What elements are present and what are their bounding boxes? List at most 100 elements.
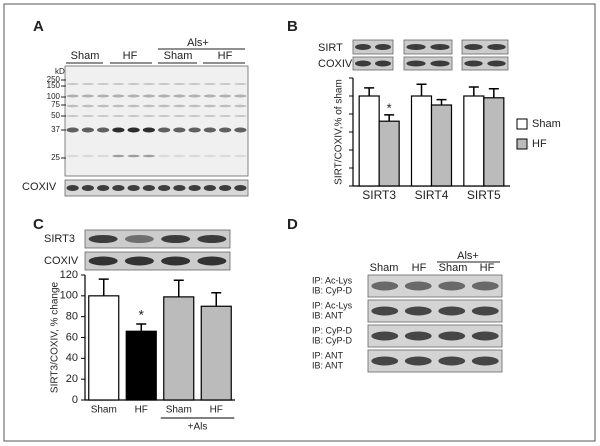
blot-band: [371, 356, 399, 366]
blot-band: [97, 185, 110, 191]
blot-band: [142, 94, 155, 98]
y-axis-label: SIRT3/COXIV, % change: [50, 281, 61, 393]
blot-band: [173, 154, 186, 158]
blot-band: [158, 83, 171, 85]
bar: [88, 295, 120, 401]
blot-band: [66, 83, 79, 85]
blot-band: [203, 94, 216, 98]
blot-band: [438, 356, 466, 366]
blot: [64, 179, 249, 197]
row-label: IB: CyP-D: [312, 335, 353, 345]
group-label: Sham: [439, 262, 468, 274]
ladder-label: 50: [51, 111, 60, 120]
blot-band: [219, 154, 232, 158]
group-label: Sham: [370, 262, 399, 274]
blot-band: [203, 154, 216, 158]
blot-band: [203, 115, 216, 117]
y-tick-label: 120: [60, 269, 78, 281]
y-tick-label: 80: [66, 311, 78, 323]
group-label: HF: [123, 50, 138, 62]
panel-label: B: [287, 18, 298, 35]
blot: [367, 274, 503, 298]
blot-band: [471, 306, 499, 316]
group-label: HF: [480, 262, 495, 274]
blot-band: [404, 281, 432, 291]
x-tick-label: HF: [135, 405, 148, 416]
blot-band: [188, 104, 201, 108]
blot-band: [97, 115, 110, 117]
error-bar: [488, 88, 499, 98]
x-tick-label: Sham: [91, 405, 117, 416]
blot-band: [158, 154, 171, 158]
blot-band: [406, 60, 426, 67]
blot-band: [88, 235, 118, 243]
blot-band: [438, 281, 466, 291]
blot-band: [112, 94, 125, 98]
group-label: +Als: [188, 422, 208, 433]
y-tick-label: 60: [66, 331, 78, 343]
blot: [403, 39, 453, 55]
blot-band: [197, 235, 227, 243]
blot-band: [219, 127, 232, 133]
blot-band: [81, 115, 94, 117]
blot-band: [188, 185, 201, 191]
blot-band: [66, 94, 79, 98]
legend-label: Sham: [532, 118, 561, 130]
blot: [367, 349, 503, 373]
blot-band: [97, 104, 110, 108]
ladder-label: 75: [51, 100, 60, 109]
blot-band: [355, 60, 371, 67]
panel-label: C: [33, 216, 44, 233]
ladder-label: 100: [47, 92, 61, 101]
blot-band: [81, 154, 94, 158]
blot-band: [112, 127, 125, 133]
blot-band: [173, 83, 186, 85]
annotation: *: [387, 100, 392, 115]
blot-band: [371, 281, 399, 291]
row-label: IB: ANT: [312, 360, 344, 370]
blot-band: [487, 60, 506, 67]
error-bar: [173, 279, 184, 297]
blot-band: [124, 235, 154, 243]
blot-band: [127, 154, 140, 158]
blot-band: [404, 306, 432, 316]
bar: [358, 95, 380, 187]
y-tick-label: 0: [72, 394, 78, 406]
x-tick-label: SIRT3: [362, 188, 396, 202]
blot-band: [142, 104, 155, 108]
x-tick-label: SIRT4: [415, 188, 449, 202]
blot-band: [375, 44, 391, 50]
blot-band: [112, 104, 125, 108]
row-label: IP: CyP-D: [312, 325, 353, 335]
blot: [84, 251, 231, 271]
blot-band: [142, 154, 155, 158]
blot-band: [124, 256, 154, 266]
blot-band: [81, 185, 94, 191]
blot-band: [219, 115, 232, 117]
blot-band: [97, 94, 110, 98]
bar: [378, 120, 400, 187]
blot-label: COXIV: [22, 181, 57, 193]
frame: [3, 3, 596, 442]
blot-band: [188, 94, 201, 98]
blot-band: [161, 235, 191, 243]
blot-label: SIRT: [318, 42, 343, 54]
blot-band: [81, 127, 94, 133]
blot: [352, 39, 394, 55]
bar: [163, 296, 195, 401]
legend-label: HF: [532, 138, 547, 150]
blot-band: [430, 60, 450, 67]
ladder-unit: kDa: [55, 67, 70, 76]
blot: [367, 299, 503, 323]
error-bar: [416, 83, 427, 96]
blot-band: [66, 154, 79, 158]
x-tick-label: Sham: [166, 405, 192, 416]
blot-band: [127, 83, 140, 85]
row-label: IP: Ac-Lys: [312, 275, 353, 285]
blot-band: [234, 127, 247, 133]
blot-band: [438, 331, 466, 341]
legend-swatch: [516, 138, 528, 150]
blot-band: [406, 44, 426, 50]
group-label: Sham: [71, 50, 100, 62]
error-bar: [384, 114, 395, 122]
